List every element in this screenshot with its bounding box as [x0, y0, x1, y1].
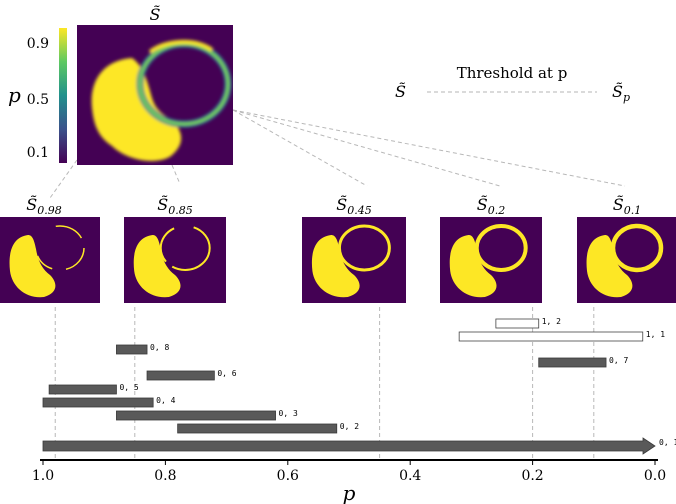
thumbnail-4 [577, 217, 676, 303]
threshold-guides [54, 307, 595, 460]
thumbnail-2 [302, 217, 406, 303]
axis-tick-label-3: 0.4 [399, 468, 421, 484]
interval-label-7: 0, 3 [279, 409, 298, 418]
interval-label-6: 0, 4 [156, 396, 175, 405]
axis-tick-label-0: 1.0 [32, 468, 54, 484]
interval-bar-3 [538, 357, 607, 368]
interval-label-9: 0, 1 [659, 438, 676, 447]
interval-bar-5 [48, 384, 117, 395]
connector-lines [49, 109, 626, 199]
interval-bar-8 [177, 423, 338, 434]
interval-label-5: 0, 5 [119, 383, 138, 392]
legend-to: S̃p [612, 82, 630, 104]
interval-label-0: 1, 2 [542, 317, 561, 326]
legend-from: S̃ [395, 82, 406, 101]
thumbnail-label-1: S̃0.85 [157, 195, 192, 217]
source-title: S̃ [150, 5, 161, 24]
axis-label: p [343, 481, 356, 504]
colorbar-tick-0: 0.9 [27, 36, 49, 52]
interval-label-1: 1, 1 [646, 330, 665, 339]
interval-bar-1 [458, 331, 644, 342]
interval-bar-6 [42, 397, 154, 408]
axis-tick-label-1: 0.8 [154, 468, 176, 484]
axis-tick-label-2: 0.6 [277, 468, 299, 484]
thumbnail-3 [440, 217, 542, 303]
thumbnail-label-3: S̃0.2 [477, 195, 505, 217]
interval-bars: 1, 2 1, 1 0, 8 0, 7 0, 6 0, 5 0, 4 0, 3 0, 2 0, 1 [42, 317, 676, 455]
interval-bar-7 [116, 410, 276, 421]
thumbnail-1 [124, 217, 226, 303]
thumbnail-0 [0, 217, 100, 303]
thumbnail-label-0: S̃0.98 [26, 195, 61, 217]
interval-bar-2 [116, 344, 148, 355]
source-heatmap: S̃ [77, 5, 233, 165]
thumbnail-label-2: S̃0.45 [336, 195, 371, 217]
colorbar-label: p [8, 83, 21, 107]
legend-text: Threshold at p [457, 64, 568, 82]
axis-tick-label-5: 0.0 [644, 468, 666, 484]
interval-bar-4 [146, 370, 215, 381]
colorbar: 0.9 0.5 0.1 p [8, 28, 67, 163]
interval-bar-0 [495, 318, 540, 329]
threshold-legend: S̃ Threshold at p S̃p [395, 64, 630, 104]
colorbar-tick-2: 0.1 [27, 145, 49, 161]
p-axis: 1.0 0.8 0.6 0.4 0.2 0.0 p [32, 459, 666, 504]
interval-label-2: 0, 8 [150, 343, 169, 352]
threshold-thumbnails: S̃0.98 S̃0.85 S̃0.45 S̃0.2 S̃0.1 [0, 195, 676, 303]
interval-bar-9 [42, 437, 656, 455]
interval-label-4: 0, 6 [217, 369, 236, 378]
thumbnail-label-4: S̃0.1 [613, 195, 641, 217]
interval-label-8: 0, 2 [340, 422, 359, 431]
colorbar-tick-1: 0.5 [27, 92, 49, 108]
axis-tick-label-4: 0.2 [521, 468, 543, 484]
interval-label-3: 0, 7 [609, 356, 628, 365]
